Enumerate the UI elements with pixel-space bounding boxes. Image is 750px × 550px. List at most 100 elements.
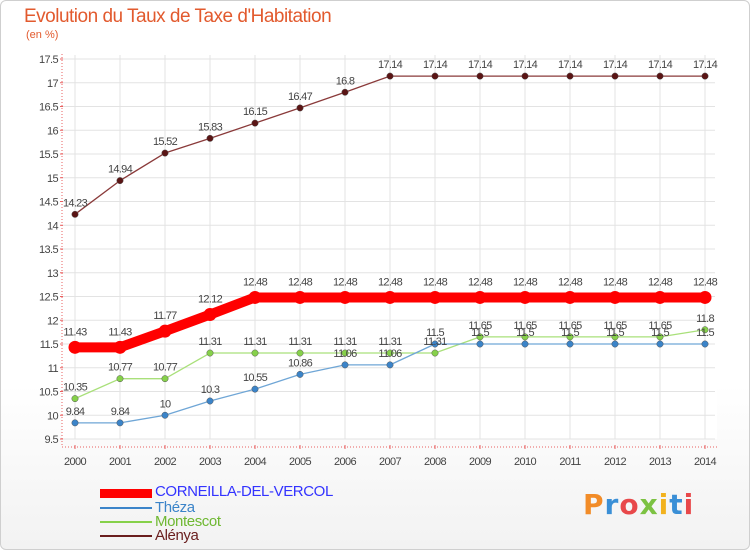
data-point [611, 333, 619, 341]
data-point [203, 308, 217, 322]
data-label: 12.48 [333, 276, 358, 288]
data-label: 11.5 [561, 327, 579, 339]
data-label: 10.77 [153, 362, 178, 374]
logo-letter: P [583, 488, 605, 521]
data-label: 11.31 [333, 336, 357, 348]
logo-letter: i [658, 488, 670, 521]
data-point [383, 290, 397, 304]
y-tick-label: 15 [47, 173, 59, 185]
data-labels: 11.43 11.43 11.77 12.12 12.48 12.48 12.48 12.48… [63, 59, 718, 418]
data-label: 16.15 [243, 106, 268, 118]
logo-letter: r [604, 488, 620, 521]
data-label: 11.06 [378, 348, 402, 360]
data-point [476, 340, 484, 348]
y-tick-label: 10 [47, 410, 59, 422]
data-label: 10.55 [243, 372, 268, 384]
data-label: 17.14 [603, 59, 628, 71]
x-tick-label: 2002 [154, 456, 177, 468]
data-point [341, 361, 349, 369]
data-label: 11.8 [696, 313, 714, 325]
y-tick-label: 16 [47, 125, 59, 137]
data-point [113, 340, 127, 354]
data-point [431, 72, 439, 80]
data-label: 10 [160, 398, 171, 410]
data-label: 11.31 [288, 336, 312, 348]
data-point [473, 290, 487, 304]
data-point [116, 375, 124, 383]
data-point [206, 397, 214, 405]
y-tick-label: 11.5 [40, 339, 59, 351]
logo-letter: x [639, 488, 659, 521]
data-label: 12.48 [243, 276, 268, 288]
data-point [608, 290, 622, 304]
data-point [296, 349, 304, 357]
y-tick-label: 13.5 [39, 244, 58, 256]
data-point [386, 72, 394, 80]
data-label: 15.52 [153, 136, 178, 148]
legend-label-corneilla: CORNEILLA-DEL-VERCOL [155, 483, 333, 500]
data-point [68, 340, 82, 354]
y-tick-label: 15.5 [39, 149, 58, 161]
data-label: 14.94 [108, 164, 133, 176]
data-point [386, 349, 394, 357]
x-tick-label: 2008 [424, 456, 447, 468]
x-tick-label: 2005 [289, 456, 312, 468]
data-point [521, 340, 529, 348]
data-label: 12.48 [558, 276, 583, 288]
data-label: 11.31 [243, 336, 267, 348]
data-label: 11.43 [63, 326, 87, 338]
x-tick-label: 2014 [694, 456, 717, 468]
legend-label-alenya: Alénya [155, 527, 199, 544]
x-tick-label: 2009 [469, 456, 492, 468]
x-tick-label: 2013 [649, 456, 672, 468]
data-label: 11.5 [696, 327, 714, 339]
data-label: 17.14 [648, 59, 673, 71]
data-label: 17.14 [693, 59, 718, 71]
data-label: 11.5 [426, 327, 444, 339]
grid [62, 55, 717, 440]
y-tick-label: 9.5 [45, 434, 59, 446]
data-label: 12.48 [603, 276, 628, 288]
data-point [71, 210, 79, 218]
legend-swatch-theza [100, 507, 152, 509]
data-label: 9.84 [66, 406, 85, 418]
data-point [566, 72, 574, 80]
logo-letter: o [619, 488, 640, 521]
y-tick-label: 13 [47, 268, 59, 280]
data-point [161, 375, 169, 383]
data-point [296, 370, 304, 378]
data-label: 17.14 [423, 59, 448, 71]
data-label: 14.23 [63, 197, 88, 209]
data-point [701, 72, 709, 80]
data-point [251, 349, 259, 357]
x-tick-label: 2011 [559, 456, 581, 468]
data-label: 16.8 [336, 75, 355, 87]
y-tick-label: 17.5 [39, 54, 58, 66]
data-label: 11.31 [198, 336, 222, 348]
data-label: 15.83 [198, 121, 223, 133]
data-point [521, 333, 529, 341]
data-label: 12.48 [468, 276, 493, 288]
data-label: 12.48 [288, 276, 313, 288]
data-point [611, 340, 619, 348]
data-label: 10.35 [63, 382, 88, 394]
data-point [611, 72, 619, 80]
y-tick-label: 12.5 [39, 292, 58, 304]
data-label: 17.14 [558, 59, 583, 71]
data-label: 11.5 [651, 327, 669, 339]
data-label: 11.5 [516, 327, 534, 339]
y-tick-label: 14 [47, 220, 59, 232]
y-tick-label: 11 [48, 363, 59, 375]
data-point [296, 104, 304, 112]
logo-letter: i [683, 488, 695, 521]
data-label: 11.43 [108, 326, 132, 338]
chart-title: Evolution du Taux de Taxe d'Habitation [24, 6, 332, 27]
data-label: 11.65 [648, 320, 672, 332]
data-point [248, 290, 262, 304]
data-label: 17.14 [378, 59, 403, 71]
data-label: 17.14 [513, 59, 538, 71]
data-point [116, 177, 124, 185]
y-tick-label: 17 [47, 78, 59, 90]
data-label: 11.5 [471, 327, 489, 339]
